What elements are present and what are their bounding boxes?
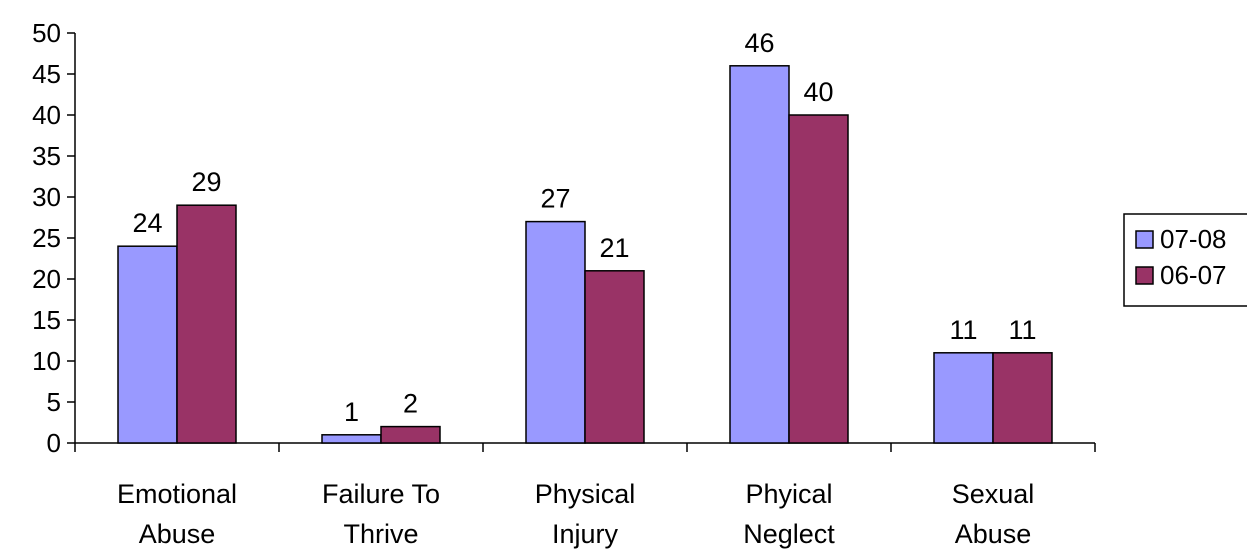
legend-swatch-07-08: [1135, 230, 1154, 249]
x-category-label: Thrive: [343, 519, 418, 549]
data-label: 2: [403, 389, 418, 419]
y-tick-label: 25: [32, 223, 61, 253]
y-tick-label: 15: [32, 305, 61, 335]
legend-swatch-06-07: [1135, 266, 1154, 285]
y-tick-label: 10: [32, 346, 61, 376]
x-category-label: Failure To: [322, 479, 440, 509]
bar-07-08: [321, 434, 382, 444]
data-label: 11: [949, 315, 977, 345]
y-tick-label: 20: [32, 264, 61, 294]
data-label: 29: [191, 167, 221, 197]
data-label: 21: [599, 233, 629, 263]
y-tick-label: 50: [32, 18, 61, 48]
legend-label: 07-08: [1160, 224, 1227, 254]
bar-06-07: [584, 270, 645, 444]
data-label: 27: [540, 184, 570, 214]
x-category-label: Abuse: [139, 519, 216, 549]
bar-06-07: [176, 204, 237, 444]
y-tick-label: 40: [32, 100, 61, 130]
x-category-label: Neglect: [743, 519, 835, 549]
legend-box: [1123, 213, 1247, 307]
bar-06-07: [992, 352, 1053, 444]
x-category-label: Abuse: [955, 519, 1032, 549]
x-category-label: Physical: [535, 479, 636, 509]
y-tick-label: 5: [47, 387, 61, 417]
x-category-label: Phyical: [745, 479, 832, 509]
bar-07-08: [525, 220, 586, 444]
data-label: 11: [1008, 315, 1036, 345]
data-label: 24: [132, 208, 162, 238]
x-category-label: Injury: [552, 519, 619, 549]
x-category-label: Emotional: [117, 479, 237, 509]
y-tick-label: 45: [32, 59, 61, 89]
data-label: 1: [344, 397, 359, 427]
bar-06-07: [380, 425, 441, 444]
bar-07-08: [729, 65, 790, 444]
y-tick-label: 30: [32, 182, 61, 212]
bar-07-08: [117, 245, 178, 444]
bar-07-08: [933, 352, 994, 444]
x-category-label: Sexual: [952, 479, 1035, 509]
legend-label: 06-07: [1160, 260, 1227, 290]
data-label: 40: [803, 77, 833, 107]
data-label: 46: [744, 28, 774, 58]
y-tick-label: 35: [32, 141, 61, 171]
y-tick-label: 0: [47, 428, 61, 458]
bar-06-07: [788, 114, 849, 444]
